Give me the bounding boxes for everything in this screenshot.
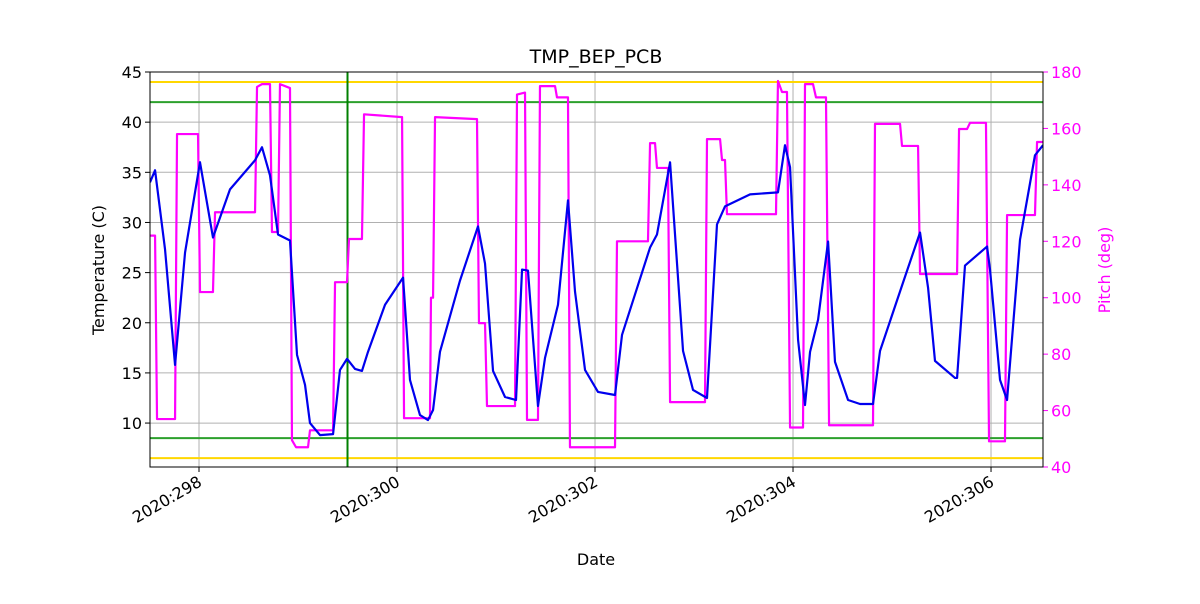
y-tick-label: 45 bbox=[122, 63, 142, 82]
y2-tick-label: 180 bbox=[1051, 63, 1082, 82]
y-axis-label: Temperature (C) bbox=[89, 205, 108, 336]
series-line bbox=[150, 144, 1043, 437]
y-tick-label: 20 bbox=[122, 314, 142, 333]
plot-area bbox=[150, 72, 1043, 467]
y-tick-label: 30 bbox=[122, 213, 142, 232]
x-tick-label: 2020:298 bbox=[129, 472, 205, 527]
y2-axis-label: Pitch (deg) bbox=[1095, 227, 1114, 314]
y2-tick-label: 40 bbox=[1051, 458, 1071, 477]
x-axis-label: Date bbox=[577, 550, 615, 569]
y2-tick-label: 100 bbox=[1051, 289, 1082, 308]
y2-tick-label: 80 bbox=[1051, 345, 1071, 364]
y-tick-label: 15 bbox=[122, 364, 142, 383]
y2-tick-label: 140 bbox=[1051, 176, 1082, 195]
y2-tick-label: 160 bbox=[1051, 119, 1082, 138]
y2-tick-label: 60 bbox=[1051, 402, 1071, 421]
x-tick-label: 2020:304 bbox=[723, 472, 799, 527]
chart-title: TMP_BEP_PCB bbox=[529, 46, 663, 68]
y-tick-label: 25 bbox=[122, 264, 142, 283]
y-tick-label: 35 bbox=[122, 163, 142, 182]
series-line bbox=[150, 79, 1043, 449]
x-tick-label: 2020:306 bbox=[921, 472, 997, 527]
x-tick-label: 2020:302 bbox=[525, 472, 601, 527]
x-tick-label: 2020:300 bbox=[327, 472, 403, 527]
y-tick-label: 10 bbox=[122, 414, 142, 433]
y2-tick-label: 120 bbox=[1051, 232, 1082, 251]
y-tick-label: 40 bbox=[122, 113, 142, 132]
axes-frame bbox=[149, 71, 1044, 468]
